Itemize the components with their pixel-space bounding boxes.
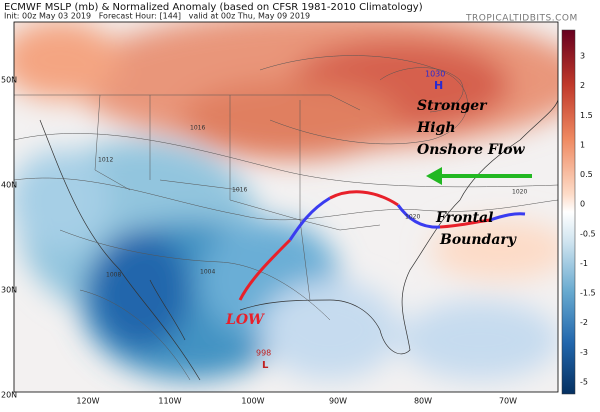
colorbar-label: -3 [580,348,588,357]
colorbar-label: -2 [580,318,588,327]
high-note: Stronger [417,98,488,114]
colorbar-label: 1 [580,140,585,149]
coastlines [14,94,558,381]
low-marker: L [262,360,269,371]
high-note: Onshore Flow [417,142,526,158]
credit: TROPICALTIDBITS.COM [465,14,578,24]
isobar-label: 1012 [98,157,113,164]
colorbar-label: -0.5 [580,229,596,238]
colorbar-label: -5 [580,378,588,387]
colorbar-label: -1 [580,259,588,268]
front-note: Frontal [435,210,493,226]
front-note: Boundary [439,232,517,248]
colorbar-label: 0.5 [580,170,593,179]
annotations [238,167,532,301]
longitude-label: 100W [241,397,264,406]
warm-front [329,190,399,207]
longitude-label: 90W [329,397,347,406]
subtitle: Init: 00z May 03 2019 Forecast Hour: [14… [4,12,310,21]
low-note: LOW [225,312,265,328]
colorbar-label: -1.5 [580,289,596,298]
isobar-label: 1020 [512,189,527,196]
map-field [14,22,558,392]
cold-front [396,204,441,229]
longitude-label: 120W [76,397,99,406]
title: ECMWF MSLP (mb) & Normalized Anomaly (ba… [4,2,423,13]
high-marker: H [434,79,443,92]
latitude-label: 30N [1,286,17,295]
isobar-label: 1016 [190,125,205,132]
high-note: High [416,120,456,136]
low-pressure-value: 998 [256,349,271,358]
cold-front [489,212,526,222]
warm-front [439,218,491,229]
cold-front [288,196,331,241]
colorbar [561,29,576,395]
isobar-label: 1004 [200,269,215,276]
isobar-label: 1020 [405,214,420,221]
flow-arrow-head [426,167,442,185]
high-pressure-value: 1030 [425,70,445,79]
colorbar-label: 3 [580,52,585,61]
longitude-label: 110W [158,397,181,406]
colorbar-label: 1.5 [580,111,593,120]
latitude-label: 50N [1,76,17,85]
isobar-label: 1016 [232,187,247,194]
longitude-label: 80W [414,397,432,406]
warm-front [238,238,292,301]
colorbar-label: 2 [580,81,585,90]
latitude-label: 40N [1,181,17,190]
map-frame [13,21,559,393]
longitude-label: 70W [499,397,517,406]
colorbar-label: 0 [580,200,585,209]
isobar-label: 1008 [106,272,121,279]
latitude-label: 20N [1,391,17,400]
